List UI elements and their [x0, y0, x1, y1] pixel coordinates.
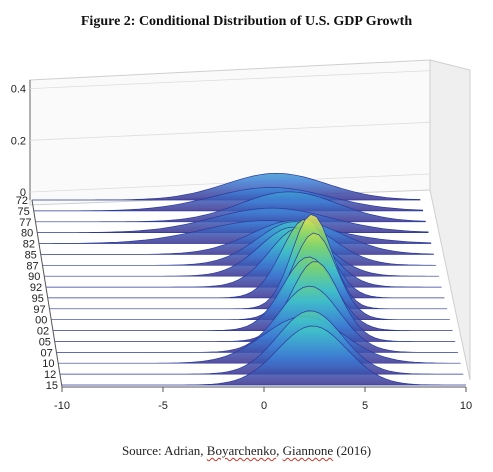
density-ridge-97 — [49, 213, 448, 310]
x-tick-label: -5 — [158, 400, 168, 412]
density-ridge-87 — [42, 221, 437, 266]
z-gridline — [29, 70, 431, 90]
z-tick-label: 0.2 — [11, 135, 26, 147]
x-tick-label: 5 — [362, 400, 368, 412]
z-gridline — [29, 121, 431, 141]
y-tick-label: 10 — [42, 358, 54, 370]
x-tick-label: 0 — [261, 400, 267, 412]
density-ridge-92 — [46, 227, 442, 288]
y-tick-label: 12 — [44, 369, 56, 381]
density-ridge-10 — [58, 316, 461, 364]
density-ridge-00 — [51, 232, 450, 321]
source-author-3: Giannone — [282, 443, 334, 458]
source-mid: , — [276, 443, 283, 458]
back-wall-right — [429, 59, 471, 381]
density-ridge-77 — [35, 191, 426, 223]
x-tick-label: 10 — [460, 400, 472, 412]
z-tick-label: 0 — [20, 187, 26, 199]
y-tick-label: 90 — [28, 271, 40, 283]
density-ridge-15 — [62, 325, 466, 386]
y-tick-label: 15 — [46, 380, 58, 392]
y-tick-label: 85 — [25, 249, 37, 261]
density-ridge-07 — [56, 285, 458, 353]
y-tick-label: 80 — [21, 228, 33, 240]
y-tick-label: 75 — [18, 206, 30, 218]
source-author-2: Boyarchenko — [206, 443, 277, 458]
y-tick-label: 72 — [16, 195, 28, 207]
density-ridge-12 — [60, 310, 464, 375]
source-suffix: (2016) — [333, 443, 372, 458]
y-tick-label: 82 — [23, 239, 35, 251]
density-ridge-02 — [53, 256, 453, 331]
y-tick-label: 95 — [32, 293, 44, 305]
y-axis-line — [31, 199, 63, 388]
surface-chart: 00.20.4 72757780828587909295970002050710… — [11, 59, 472, 412]
y-tick-label: 02 — [37, 326, 49, 338]
density-ridge-80 — [37, 207, 429, 233]
y-tick-label: 07 — [40, 347, 52, 359]
z-tick-label: 0.4 — [11, 84, 26, 96]
source-prefix: Source: Adrian, — [121, 443, 207, 458]
y-tick-label: 00 — [35, 315, 47, 327]
figure-source: Source: Adrian, Boyarchenko, Giannone (2… — [0, 443, 493, 459]
y-tick-label: 05 — [39, 336, 51, 348]
chart-area: 0 0.2 0.4 72 75 77 80 82 85 87 90 92 95 97 00 02 05 07 10… — [0, 50, 493, 440]
figure-title: Figure 2: Conditional Distribution of U.… — [80, 14, 413, 29]
density-ridge-72 — [32, 172, 421, 201]
y-tick-label: 97 — [33, 304, 45, 316]
y-tick-label: 77 — [19, 217, 31, 229]
x-tick-label: -10 — [54, 400, 70, 412]
density-ridge-95 — [47, 219, 445, 299]
y-tick-label: 92 — [30, 282, 42, 294]
y-tick-label: 87 — [26, 260, 38, 272]
